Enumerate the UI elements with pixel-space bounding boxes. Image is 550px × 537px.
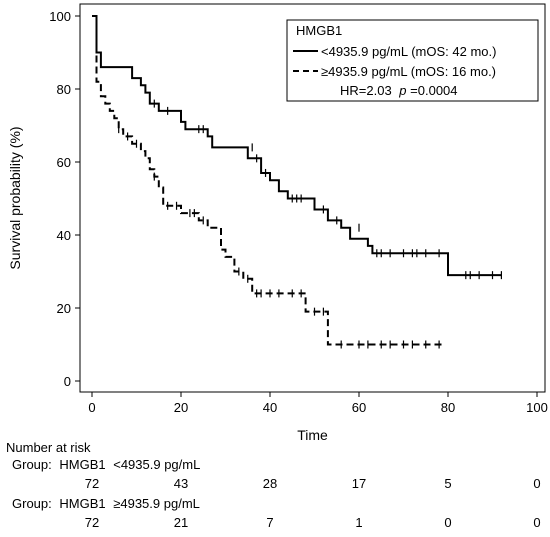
risk-group-1-label-b: <4935.9 pg/mL [113,457,201,472]
p-symbol: p [398,83,406,98]
legend-title: HMGB1 [296,23,342,38]
legend: HMGB1 <4935.9 pg/mL (mOS: 42 mo.) ≥4935.… [286,19,539,102]
risk-group-2-header: Group: HMGB1 ≥4935.9 pg/mL [12,496,200,511]
risk-group-1-label-a: HMGB1 [59,457,106,472]
risk-group-2-label-b: ≥4935.9 pg/mL [113,496,200,511]
y-tick-label-0: 0 [64,374,71,389]
risk-group-1-header: Group: HMGB1 <4935.9 pg/mL [12,457,200,472]
x-tick-label-100: 100 [526,400,548,415]
risk-count-g1-20: 43 [173,476,189,491]
x-axis-label: Time [297,427,328,443]
p-value: =0.0004 [410,83,457,98]
x-tick-label-0: 0 [88,400,95,415]
risk-count-g2-0: 72 [84,515,100,530]
hazard-ratio-annotation: HR=2.03 p =0.0004 [340,83,458,98]
x-tick-label-40: 40 [263,400,277,415]
y-tick-label-80: 80 [57,82,71,97]
y-tick-label-20: 20 [57,301,71,316]
risk-count-g1-60: 17 [351,476,367,491]
y-axis-label: Survival probability (%) [7,126,23,269]
x-tick-label-20: 20 [174,400,188,415]
risk-count-g1-80: 5 [444,476,452,491]
survival-curve-1 [92,15,502,277]
risk-count-g2-80: 0 [444,515,452,530]
plot-frame [79,3,546,393]
y-tick-label-100: 100 [49,9,71,24]
legend-entry-low: <4935.9 pg/mL (mOS: 42 mo.) [321,44,496,59]
y-tick-label-40: 40 [57,228,71,243]
risk-group-2-label-a: HMGB1 [59,496,106,511]
risk-table-title: Number at risk [6,440,91,455]
x-tick-label-80: 80 [441,400,455,415]
risk-count-g2-40: 7 [266,515,274,530]
risk-group-1-prefix: Group: [12,457,52,472]
hazard-ratio-value: HR=2.03 [340,83,392,98]
legend-entry-high: ≥4935.9 pg/mL (mOS: 16 mo.) [321,64,496,79]
x-tick-label-60: 60 [352,400,366,415]
risk-count-g1-40: 28 [262,476,278,491]
risk-count-g2-100: 0 [533,515,541,530]
risk-count-g2-20: 21 [173,515,189,530]
risk-count-g2-60: 1 [355,515,363,530]
risk-group-2-prefix: Group: [12,496,52,511]
risk-count-g1-0: 72 [84,476,100,491]
risk-count-g1-100: 0 [533,476,541,491]
legend-box [286,19,539,102]
y-tick-label-60: 60 [57,155,71,170]
